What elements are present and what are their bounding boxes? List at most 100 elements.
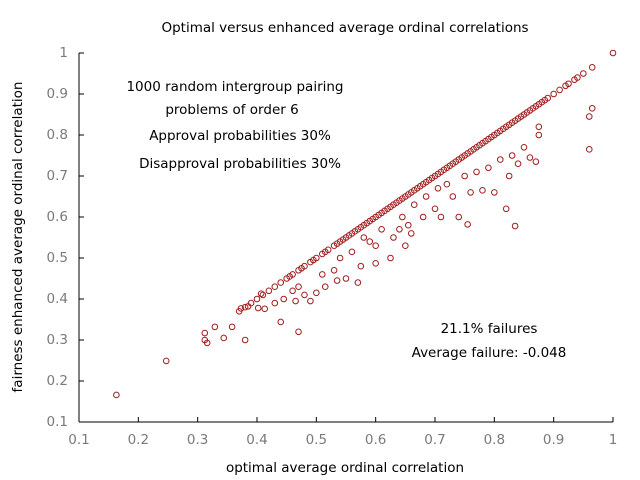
annotation: problems of order 6 (165, 102, 298, 118)
scatter-point (321, 283, 329, 291)
scatter-point (277, 279, 285, 286)
scatter-point (405, 221, 412, 229)
scatter-point (479, 187, 486, 194)
scatter-point (455, 213, 463, 221)
x-tick-label: 0.5 (306, 432, 327, 448)
scatter-point (313, 289, 320, 297)
scatter-point (609, 49, 617, 57)
scatter-point (434, 185, 442, 192)
scatter-point (496, 156, 504, 163)
scatter-point (461, 172, 468, 180)
x-tick-label: 0.6 (365, 432, 386, 448)
scatter-point (289, 287, 296, 295)
scatter-point (348, 248, 356, 256)
scatter-point (259, 291, 267, 299)
scatter-point (585, 113, 593, 120)
scatter-point (399, 213, 406, 221)
scatter-point (526, 154, 534, 161)
y-tick-label: 0.8 (47, 127, 68, 143)
scatter-point (556, 86, 563, 94)
y-tick-label: 0.1 (47, 414, 68, 430)
scatter-point (505, 172, 513, 180)
x-tick-label: 1 (609, 432, 618, 448)
scatter-point (237, 305, 245, 312)
scatter-point (588, 64, 596, 71)
scatter-point (580, 70, 587, 77)
scatter-point (511, 222, 519, 230)
scatter-point (228, 323, 236, 331)
scatter-point (372, 260, 379, 267)
scatter-point (565, 80, 572, 88)
x-tick-label: 0.4 (246, 432, 267, 448)
scatter-point (241, 336, 249, 344)
scatter-point (357, 262, 365, 270)
scatter-point (588, 105, 596, 112)
x-tick-label: 0.8 (484, 432, 505, 448)
scatter-point (437, 213, 445, 221)
scatter-point (271, 299, 279, 307)
scatter-point (271, 283, 279, 291)
scatter-point (330, 267, 338, 274)
scatter-point (535, 131, 543, 139)
scatter-point (241, 303, 249, 311)
scatter-point (265, 287, 273, 295)
scatter-point (342, 275, 350, 282)
scatter-point (502, 205, 510, 213)
y-axis-label: fairness enhanced average ordinal correl… (10, 82, 26, 393)
scatter-point (292, 297, 299, 305)
scatter-point (407, 230, 415, 237)
scatter-point (419, 213, 427, 221)
x-axis-label: optimal average ordinal correlation (226, 460, 464, 476)
scatter-point (162, 357, 170, 365)
scatter-point (491, 189, 498, 196)
scatter-point (201, 329, 209, 337)
scatter-point (508, 152, 516, 159)
y-tick-label: 0.6 (47, 209, 68, 225)
scatter-point (550, 90, 557, 98)
scatter-point (464, 221, 471, 228)
scatter-point (544, 94, 552, 102)
scatter-point (289, 271, 296, 278)
scatter-point (387, 254, 394, 262)
scatter-point (396, 226, 403, 233)
scatter-point (280, 295, 288, 303)
scatter-point (514, 160, 522, 167)
scatter-point (113, 391, 120, 399)
y-tick-label: 0.3 (47, 332, 68, 348)
scatter-point (532, 158, 540, 165)
scatter-point (402, 242, 409, 249)
scatter-point (535, 123, 543, 131)
scatter-point (354, 279, 362, 286)
scatter-point (378, 226, 385, 233)
annotation: Disapproval probabilities 30% (139, 156, 341, 172)
x-tick-label: 0.3 (187, 432, 208, 448)
scatter-point (295, 328, 302, 336)
x-tick-label: 0.7 (424, 432, 445, 448)
scatter-point (254, 304, 262, 312)
scatter-point (324, 246, 332, 254)
scatter-point (211, 323, 219, 331)
scatter-point (295, 283, 302, 291)
x-tick-label: 0.1 (68, 432, 89, 448)
scatter-point (277, 318, 285, 326)
scatter-point (307, 297, 314, 305)
scatter-point (313, 254, 320, 262)
x-tick-label: 0.9 (543, 432, 564, 448)
scatter-point (301, 291, 308, 299)
y-tick-label: 0.7 (47, 168, 68, 184)
scatter-point (261, 305, 269, 313)
y-tick-label: 0.2 (47, 373, 68, 389)
scatter-point (467, 189, 474, 196)
scatter-point (410, 201, 418, 208)
scatter-point (318, 271, 326, 278)
scatter-point (333, 277, 341, 284)
scatter-point (443, 180, 451, 188)
scatter-point (257, 290, 265, 297)
y-tick-label: 1 (59, 45, 68, 61)
scatter-point (485, 164, 492, 172)
chart-title: Optimal versus enhanced average ordinal … (161, 20, 528, 36)
scatter-point (360, 234, 368, 241)
scatter-point (203, 339, 211, 347)
